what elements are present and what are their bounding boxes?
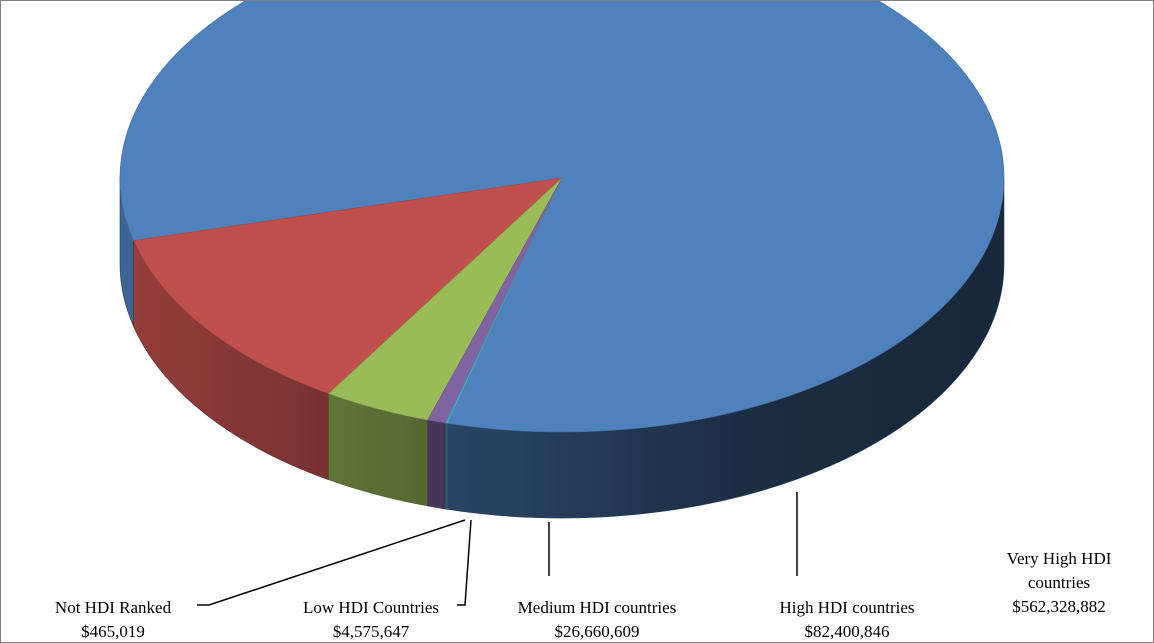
slice-labels: Very High HDI countries $562,328,882 High H… <box>55 549 1112 641</box>
slice-high-hdi-countries <box>133 177 563 395</box>
slice-value-label-high-hdi-countries: $82,400,846 <box>805 622 890 641</box>
slice-not-hdi-ranked <box>445 177 563 424</box>
slice-value-label-very-high-hdi-countries: $562,328,882 <box>1012 597 1106 616</box>
pie-sides <box>119 177 1005 519</box>
slice-name-label-not-hdi-ranked: Not HDI Ranked <box>55 598 172 617</box>
leader-line-not-hdi-ranked <box>197 519 466 606</box>
slice-side-low-hdi-countries <box>427 419 447 510</box>
slice-side-not-hdi-ranked <box>445 422 448 510</box>
slice-value-label-medium-hdi-countries: $26,660,609 <box>555 622 640 641</box>
slice-name-label-very-high-hdi-countries-2: countries <box>1028 573 1090 592</box>
slice-value-label-not-hdi-ranked: $465,019 <box>81 622 145 641</box>
slice-name-label-low-hdi-countries: Low HDI Countries <box>303 598 439 617</box>
leader-line-low-hdi-countries <box>457 519 472 606</box>
slice-value-label-low-hdi-countries: $4,575,647 <box>333 622 410 641</box>
slice-name-label-high-hdi-countries: High HDI countries <box>779 598 914 617</box>
slice-name-label-medium-hdi-countries: Medium HDI countries <box>518 598 677 617</box>
slice-name-label-very-high-hdi-countries-1: Very High HDI <box>1007 549 1112 568</box>
slice-very-high-hdi-countries <box>119 1 1005 433</box>
leader-lines <box>197 492 798 606</box>
pie-tops <box>119 1 1005 433</box>
